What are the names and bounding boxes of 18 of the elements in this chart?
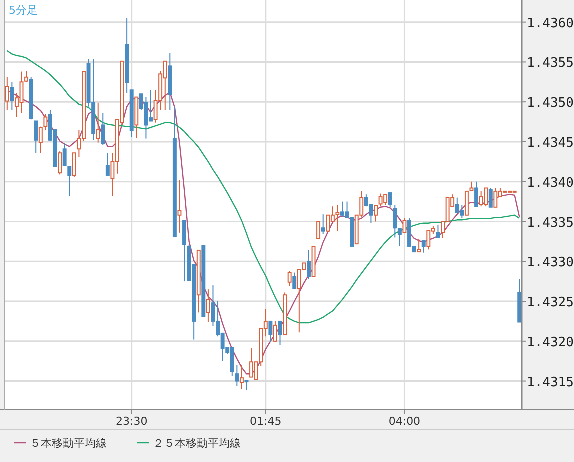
legend-item: ５本移動平均線 [14,437,107,450]
legend-label: ２５本移動平均線 [153,437,241,450]
y-tick-label: 1.4350 [527,96,574,112]
x-tick-label: 04:00 [388,415,421,428]
legend-item: ２５本移動平均線 [137,437,241,450]
y-tick-label: 1.4345 [527,136,574,151]
y-tick-label: 1.4360 [527,16,574,32]
y-tick-label: 1.4315 [527,375,574,390]
x-tick-label: 23:30 [116,415,148,428]
legend-label: ５本移動平均線 [30,437,107,450]
y-tick-label: 1.4335 [527,216,574,231]
y-tick-label: 1.4320 [527,335,574,350]
y-tick-label: 1.4325 [527,296,574,311]
y-tick-label: 1.4330 [527,256,574,271]
chart-title: 5分足 [9,4,38,17]
y-tick-label: 1.4355 [527,56,574,72]
y-tick-label: 1.4340 [527,176,574,191]
x-tick-label: 01:45 [250,415,282,428]
